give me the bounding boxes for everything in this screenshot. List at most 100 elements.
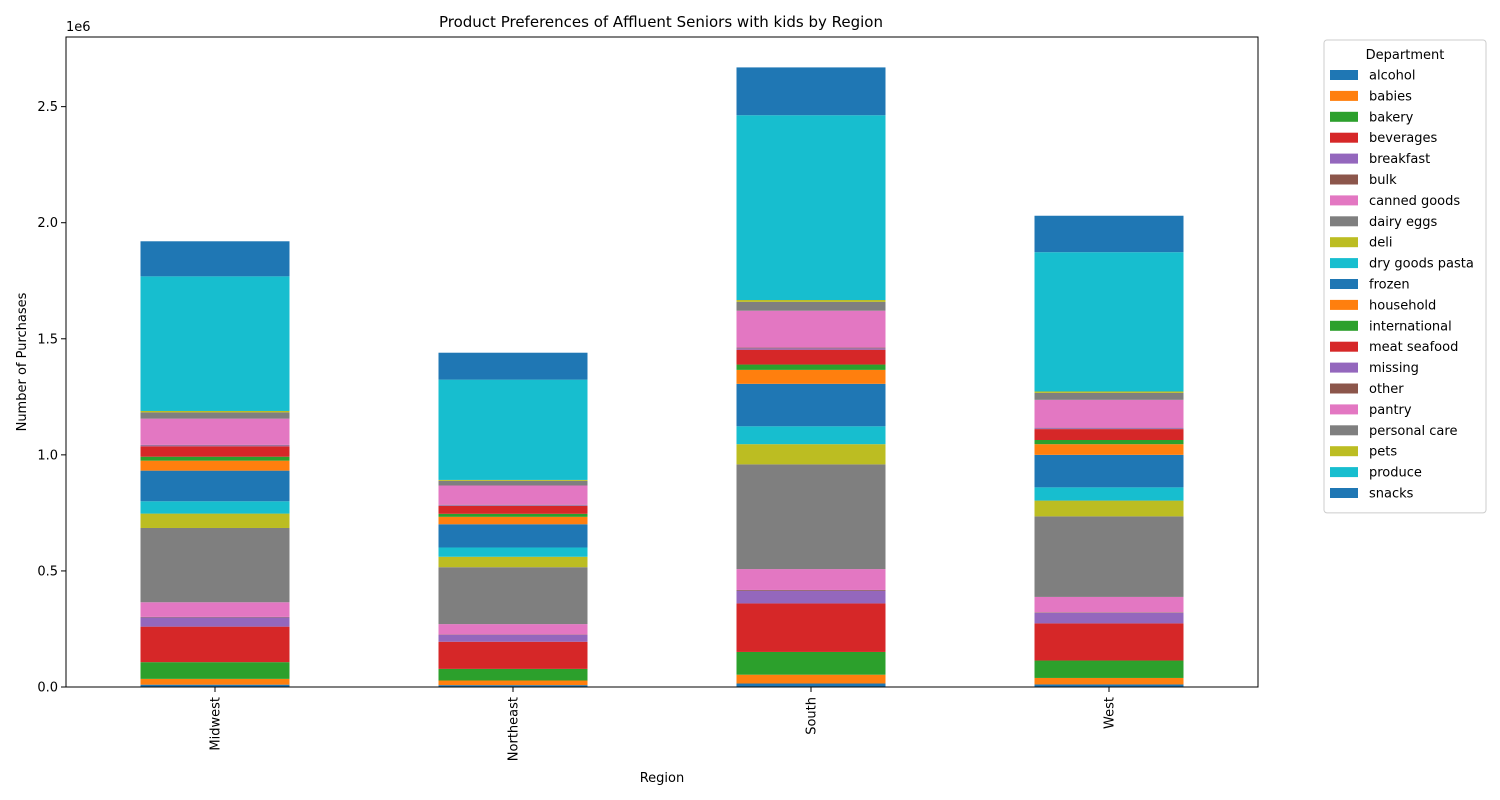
bar-south-personal-care — [736, 301, 886, 311]
bar-midwest-dry-goods-pasta — [140, 501, 290, 514]
legend-label-canned-goods: canned goods — [1369, 194, 1460, 209]
bar-midwest-babies — [140, 678, 290, 685]
legend-swatch-beverages — [1330, 132, 1358, 143]
bar-northeast-missing — [438, 505, 588, 506]
legend-label-bakery: bakery — [1369, 110, 1414, 125]
bar-northeast-personal-care — [438, 480, 588, 486]
bar-west-snacks — [1034, 215, 1184, 253]
bar-south-beverages — [736, 603, 886, 652]
x-tick-label: Northeast — [507, 697, 522, 761]
bar-northeast-pets — [438, 479, 588, 481]
legend-swatch-snacks — [1330, 488, 1358, 498]
legend-swatch-breakfast — [1330, 153, 1358, 164]
bar-northeast-alcohol — [438, 685, 588, 687]
bar-midwest-household — [140, 460, 290, 471]
bar-midwest-pets — [140, 410, 290, 413]
plot-area: 0.0 0.5 1.0 1.5 2.0 2.5 Midwest Northeast South W… — [37, 67, 1184, 761]
bar-west-produce — [1034, 252, 1184, 392]
bar-south-alcohol — [736, 683, 886, 687]
legend-label-produce: produce — [1369, 466, 1422, 481]
bar-midwest-canned-goods — [140, 602, 290, 617]
bar-midwest-pantry — [140, 418, 290, 445]
bar-south-missing — [736, 348, 886, 350]
bar-south-international — [736, 364, 886, 370]
bar-south-dairy-eggs — [736, 464, 886, 570]
legend-label-personal-care: personal care — [1369, 424, 1457, 439]
legend-label-snacks: snacks — [1369, 487, 1414, 502]
bar-stack-northeast — [438, 352, 588, 687]
bar-northeast-pantry — [438, 485, 588, 505]
bar-midwest-missing — [140, 445, 290, 447]
legend-swatch-missing — [1330, 362, 1358, 373]
bar-south-snacks — [736, 67, 886, 116]
chart-title: Product Preferences of Affluent Seniors … — [439, 13, 883, 31]
bar-west-international — [1034, 440, 1184, 445]
legend-label-alcohol: alcohol — [1369, 69, 1415, 84]
legend-label-international: international — [1369, 319, 1452, 334]
bar-west-breakfast — [1034, 612, 1184, 624]
bar-northeast-snacks — [438, 352, 588, 380]
bar-west-household — [1034, 444, 1184, 455]
y-tick-label: 1.5 — [37, 332, 58, 347]
bar-midwest-bakery — [140, 662, 290, 679]
legend-swatch-bulk — [1330, 174, 1358, 185]
legend-swatch-other — [1330, 383, 1358, 394]
bar-west-beverages — [1034, 623, 1184, 661]
bar-northeast-deli — [438, 556, 588, 568]
bar-stack-south — [736, 67, 886, 687]
bar-midwest-meat-seafood — [140, 446, 290, 457]
bar-south-dry-goods-pasta — [736, 426, 886, 445]
bar-midwest-personal-care — [140, 412, 290, 419]
bar-south-deli — [736, 444, 886, 465]
bar-midwest-international — [140, 456, 290, 461]
legend-label-bulk: bulk — [1369, 173, 1397, 188]
bar-midwest-dairy-eggs — [140, 527, 290, 603]
bar-northeast-frozen — [438, 524, 588, 548]
legend-swatch-household — [1330, 299, 1358, 310]
bar-midwest-deli — [140, 513, 290, 528]
bar-northeast-canned-goods — [438, 624, 588, 635]
legend-swatch-bakery — [1330, 111, 1358, 122]
bar-south-meat-seafood — [736, 349, 886, 365]
bar-west-deli — [1034, 500, 1184, 517]
bar-northeast-produce — [438, 379, 588, 480]
bar-midwest-breakfast — [140, 617, 290, 627]
legend: Department alcohol babies bakery beverages br… — [1323, 39, 1487, 514]
bar-midwest-beverages — [140, 626, 290, 663]
x-tick-label: South — [805, 697, 820, 735]
legend-label-pantry: pantry — [1369, 403, 1412, 418]
bar-northeast-breakfast — [438, 634, 588, 642]
bar-south-babies — [736, 674, 886, 684]
legend-swatch-meat-seafood — [1330, 341, 1358, 352]
legend-label-beverages: beverages — [1369, 131, 1438, 146]
bar-west-meat-seafood — [1034, 429, 1184, 440]
legend-label-deli: deli — [1369, 236, 1392, 251]
legend-label-pets: pets — [1369, 445, 1397, 460]
bar-northeast-meat-seafood — [438, 505, 588, 514]
legend-swatch-deli — [1330, 237, 1358, 248]
legend-swatch-international — [1330, 320, 1358, 331]
legend-swatch-dry-goods-pasta — [1330, 258, 1358, 269]
legend-label-frozen: frozen — [1369, 278, 1410, 293]
legend-swatch-dairy-eggs — [1330, 216, 1358, 227]
bar-northeast-beverages — [438, 641, 588, 669]
bar-west-alcohol — [1034, 684, 1184, 687]
bar-south-frozen — [736, 383, 886, 427]
legend-label-other: other — [1369, 382, 1404, 397]
bar-west-babies — [1034, 677, 1184, 685]
legend-label-dairy-eggs: dairy eggs — [1369, 215, 1438, 230]
bar-northeast-bakery — [438, 668, 588, 681]
plot-frame — [65, 36, 1259, 688]
bar-northeast-international — [438, 513, 588, 517]
y-tick-label: 0.5 — [37, 564, 58, 579]
bar-south-household — [736, 369, 886, 384]
bar-west-dry-goods-pasta — [1034, 487, 1184, 501]
bar-midwest-frozen — [140, 470, 290, 502]
legend-label-breakfast: breakfast — [1369, 152, 1430, 167]
bar-midwest-alcohol — [140, 684, 290, 687]
bar-west-dairy-eggs — [1034, 516, 1184, 597]
bar-south-breakfast — [736, 590, 886, 604]
legend-swatch-personal-care — [1330, 425, 1358, 436]
bar-west-missing — [1034, 428, 1184, 430]
